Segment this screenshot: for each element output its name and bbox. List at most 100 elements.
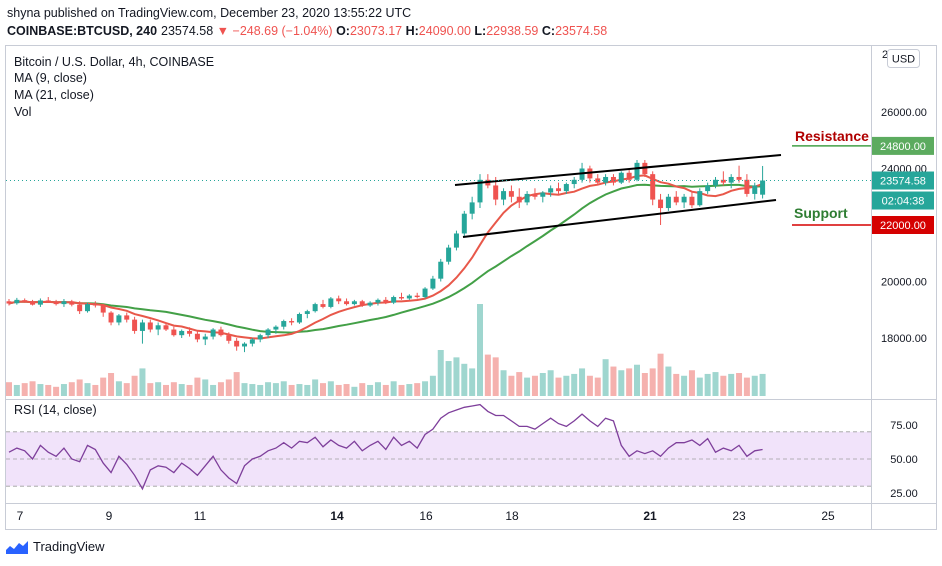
candle-body (163, 325, 169, 330)
candle[interactable] (92, 301, 98, 308)
candle[interactable] (116, 313, 122, 326)
candle[interactable] (367, 301, 373, 307)
candle[interactable] (571, 176, 577, 189)
candle[interactable] (242, 342, 247, 353)
candle[interactable] (257, 333, 263, 343)
candle[interactable] (665, 193, 671, 211)
candle[interactable] (383, 297, 389, 305)
candle[interactable] (155, 322, 161, 336)
candle[interactable] (673, 191, 679, 206)
candle[interactable] (281, 319, 287, 330)
candle[interactable] (516, 188, 522, 209)
candle[interactable] (563, 182, 569, 194)
candle[interactable] (85, 302, 90, 313)
candle[interactable] (453, 230, 459, 251)
candle[interactable] (139, 319, 145, 344)
candle[interactable] (610, 174, 616, 186)
channel-lower-line[interactable] (462, 199, 777, 238)
candle[interactable] (77, 301, 83, 314)
candle[interactable] (22, 298, 28, 303)
candle[interactable] (304, 309, 310, 319)
candle[interactable] (469, 196, 475, 220)
candle[interactable] (650, 171, 656, 206)
candle[interactable] (234, 338, 240, 351)
candle[interactable] (399, 292, 404, 300)
candle[interactable] (124, 312, 130, 323)
candle[interactable] (194, 330, 200, 343)
candle[interactable] (438, 258, 444, 282)
candle[interactable] (524, 191, 530, 206)
candle[interactable] (446, 244, 452, 265)
candle[interactable] (320, 299, 326, 309)
candle[interactable] (532, 188, 538, 200)
candle[interactable] (658, 193, 664, 225)
candle[interactable] (477, 174, 483, 209)
candle[interactable] (760, 165, 766, 199)
candle[interactable] (210, 328, 216, 340)
candle[interactable] (508, 185, 514, 203)
candle[interactable] (689, 191, 695, 209)
candle[interactable] (501, 188, 507, 206)
candle[interactable] (414, 292, 420, 299)
candle[interactable] (289, 318, 295, 326)
candle[interactable] (351, 299, 357, 306)
candle[interactable] (132, 316, 138, 334)
candle[interactable] (618, 171, 624, 185)
candle[interactable] (697, 188, 703, 207)
candle[interactable] (187, 327, 193, 337)
candle[interactable] (296, 312, 302, 324)
channel-upper-line[interactable] (454, 154, 782, 186)
candle[interactable] (736, 165, 742, 183)
candle[interactable] (249, 338, 255, 347)
candle[interactable] (359, 299, 365, 307)
candle[interactable] (728, 174, 734, 189)
candle[interactable] (179, 329, 185, 338)
candle[interactable] (100, 304, 106, 317)
candle[interactable] (45, 297, 51, 303)
candle[interactable] (226, 332, 232, 344)
candle[interactable] (147, 319, 153, 333)
candle[interactable] (108, 311, 114, 326)
candle[interactable] (336, 295, 342, 305)
candle[interactable] (171, 326, 177, 337)
candle[interactable] (61, 299, 67, 307)
candle[interactable] (328, 297, 334, 309)
candle[interactable] (6, 299, 12, 306)
tradingview-logo-icon[interactable] (6, 540, 28, 554)
candle[interactable] (265, 328, 271, 338)
brand-label[interactable]: TradingView (33, 539, 105, 554)
candle[interactable] (375, 298, 381, 306)
candle[interactable] (406, 294, 412, 300)
candle[interactable] (14, 297, 20, 305)
candle[interactable] (752, 182, 758, 200)
candle[interactable] (69, 299, 75, 307)
candle[interactable] (548, 185, 554, 197)
candle[interactable] (556, 182, 561, 194)
candle[interactable] (218, 326, 224, 337)
candle[interactable] (273, 325, 279, 334)
candle[interactable] (634, 160, 640, 182)
candle[interactable] (540, 191, 546, 203)
candle[interactable] (705, 182, 711, 194)
candle[interactable] (461, 210, 467, 237)
candle[interactable] (744, 174, 750, 197)
candle[interactable] (163, 322, 169, 331)
candle[interactable] (30, 299, 36, 306)
candle[interactable] (202, 333, 208, 346)
candle[interactable] (681, 193, 687, 209)
candle[interactable] (713, 176, 718, 189)
candle[interactable] (595, 174, 601, 186)
candle[interactable] (312, 302, 318, 313)
candle[interactable] (391, 295, 397, 305)
candle[interactable] (603, 174, 609, 186)
candle[interactable] (430, 275, 436, 290)
candle[interactable] (587, 165, 593, 183)
candle[interactable] (626, 168, 632, 183)
candle[interactable] (37, 298, 43, 307)
candle[interactable] (720, 171, 726, 186)
currency-button[interactable]: USD (887, 49, 920, 68)
candle[interactable] (422, 287, 428, 299)
candle[interactable] (53, 299, 59, 306)
candle[interactable] (344, 298, 350, 306)
